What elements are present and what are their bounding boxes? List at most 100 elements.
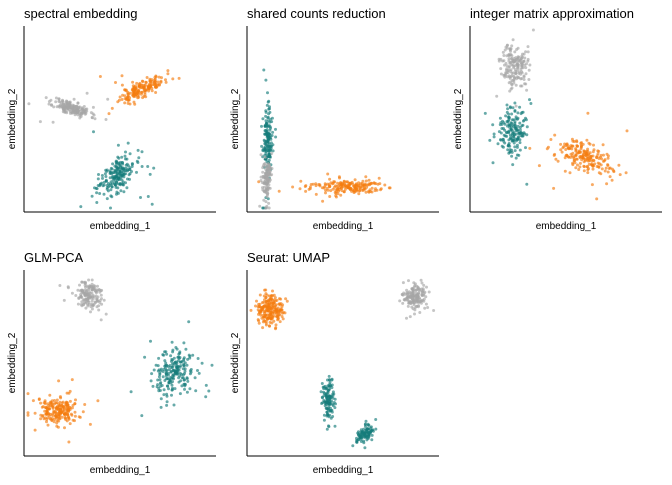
data-point: [168, 378, 172, 382]
data-point: [130, 162, 134, 166]
data-point: [528, 98, 531, 102]
data-point: [61, 400, 65, 404]
data-point: [171, 386, 174, 390]
data-point: [581, 142, 585, 146]
data-point: [177, 368, 181, 372]
data-point: [370, 186, 374, 190]
data-point: [367, 190, 371, 194]
data-point: [171, 380, 174, 384]
data-point: [587, 153, 591, 157]
data-point: [126, 164, 130, 168]
data-point: [270, 152, 274, 155]
data-point: [511, 163, 515, 167]
data-point: [257, 180, 261, 184]
data-point: [102, 180, 106, 184]
data-point: [151, 83, 155, 87]
data-point: [98, 299, 102, 302]
data-point: [411, 307, 415, 311]
data-point: [262, 318, 266, 322]
data-point: [587, 162, 591, 166]
data-point: [514, 137, 518, 141]
data-point: [167, 387, 170, 391]
data-point: [351, 188, 355, 192]
data-point: [147, 87, 150, 91]
data-point: [91, 285, 95, 289]
data-point: [617, 163, 621, 167]
data-point: [142, 83, 146, 87]
data-point: [65, 409, 69, 412]
data-point: [272, 293, 276, 297]
y-axis-label: embedding_2: [230, 88, 241, 149]
data-point: [405, 291, 409, 295]
data-point: [362, 427, 365, 431]
data-point: [586, 168, 590, 172]
data-point: [62, 298, 66, 302]
data-point: [100, 288, 104, 292]
data-point: [260, 181, 264, 184]
data-point: [348, 186, 352, 190]
data-point: [269, 317, 273, 321]
data-point: [81, 410, 85, 414]
data-point: [148, 172, 152, 176]
data-point: [262, 294, 266, 298]
data-point: [125, 157, 129, 161]
data-point: [80, 296, 84, 300]
data-point: [525, 88, 529, 92]
data-point: [314, 182, 318, 186]
data-point: [592, 148, 596, 152]
data-point: [279, 302, 283, 306]
data-point: [520, 124, 524, 128]
data-point: [422, 299, 426, 303]
data-point: [501, 138, 505, 142]
chart-title: spectral embedding: [24, 6, 137, 21]
data-point: [522, 52, 526, 56]
data-point: [266, 169, 270, 173]
data-point: [522, 78, 526, 81]
data-point: [69, 412, 73, 416]
data-point: [76, 302, 80, 306]
data-point: [571, 144, 575, 148]
data-point: [269, 297, 273, 301]
data-point: [342, 190, 346, 194]
data-point: [500, 127, 504, 130]
data-point: [271, 149, 275, 153]
data-point: [48, 413, 52, 416]
points: [249, 278, 436, 450]
data-point: [404, 297, 408, 301]
data-point: [154, 363, 158, 367]
data-point: [126, 177, 129, 181]
data-point: [511, 106, 515, 110]
data-point: [140, 165, 144, 168]
data-point: [105, 187, 109, 191]
data-point: [513, 145, 517, 149]
data-point: [606, 156, 610, 160]
data-point: [326, 384, 330, 388]
data-point: [151, 384, 155, 388]
data-point: [267, 112, 271, 116]
data-point: [165, 400, 169, 404]
data-point: [140, 414, 144, 418]
x-axis-label: embedding_1: [90, 221, 151, 232]
data-point: [100, 174, 104, 177]
data-point: [184, 347, 188, 351]
data-point: [582, 152, 585, 156]
data-point: [556, 159, 560, 163]
data-point: [505, 120, 509, 123]
data-point: [304, 184, 308, 188]
data-point: [167, 368, 171, 372]
data-point: [374, 427, 378, 431]
points: [26, 278, 214, 444]
data-point: [515, 75, 519, 79]
data-point: [344, 180, 348, 184]
data-point: [513, 149, 517, 153]
x-axis-label: embedding_1: [313, 465, 374, 476]
data-point: [178, 351, 182, 355]
data-point: [523, 82, 527, 86]
data-point: [574, 153, 578, 157]
data-point: [120, 83, 124, 87]
data-point: [328, 195, 332, 198]
data-point: [97, 173, 100, 176]
data-point: [520, 84, 524, 88]
data-point: [324, 400, 328, 404]
data-point: [96, 184, 100, 187]
